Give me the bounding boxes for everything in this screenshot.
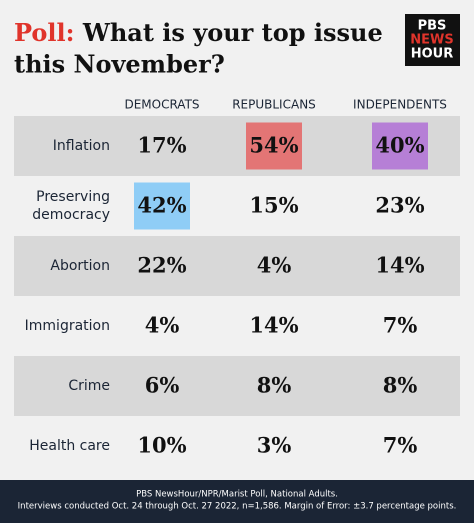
cell-value: 17%	[137, 133, 186, 158]
cell-value: 42%	[137, 193, 186, 218]
title-line: this November?	[14, 50, 225, 79]
row-label: Immigration	[25, 318, 110, 334]
cell-value: 14%	[375, 253, 424, 278]
title-lead: Poll:	[14, 18, 75, 47]
row-label: Crime	[68, 378, 110, 394]
logo-text: HOUR	[411, 47, 454, 62]
row-label: Inflation	[53, 138, 110, 154]
row-band	[14, 236, 460, 296]
row-band	[14, 356, 460, 416]
cell-value: 10%	[137, 433, 186, 458]
highlight-cell	[134, 182, 190, 230]
cell-value: 6%	[145, 373, 180, 398]
title: Poll: What is your top issue	[14, 18, 383, 47]
cell-value: 7%	[383, 433, 418, 458]
cell-value: 22%	[137, 253, 186, 278]
cell-value: 23%	[375, 193, 424, 218]
row-label: Preserving	[36, 189, 110, 205]
column-header: INDEPENDENTS	[353, 98, 447, 112]
cell-value: 4%	[145, 313, 180, 338]
cell-value: 54%	[249, 133, 298, 158]
cell-value: 15%	[249, 193, 298, 218]
cell-value: 3%	[257, 433, 292, 458]
row-label: democracy	[32, 207, 110, 223]
cell-value: 4%	[257, 253, 292, 278]
footer-text: PBS NewsHour/NPR/Marist Poll, National A…	[136, 490, 338, 500]
cell-value: 40%	[375, 133, 424, 158]
logo-box	[405, 14, 460, 66]
cell-value: 8%	[257, 373, 292, 398]
row-label: Abortion	[50, 258, 110, 274]
cell-value: 14%	[249, 313, 298, 338]
footer-text: Interviews conducted Oct. 24 through Oct…	[18, 502, 457, 512]
highlight-cell	[372, 122, 428, 170]
logo-text: PBS	[418, 19, 447, 34]
title-text: What is your top issue	[75, 18, 383, 47]
highlight-cell	[246, 122, 302, 170]
footer-bar	[0, 480, 474, 523]
cell-value: 7%	[383, 313, 418, 338]
row-label: Health care	[29, 438, 110, 454]
logo-text: NEWS	[410, 33, 453, 48]
column-header: REPUBLICANS	[232, 98, 316, 112]
cell-value: 8%	[383, 373, 418, 398]
column-header: DEMOCRATS	[124, 98, 199, 112]
